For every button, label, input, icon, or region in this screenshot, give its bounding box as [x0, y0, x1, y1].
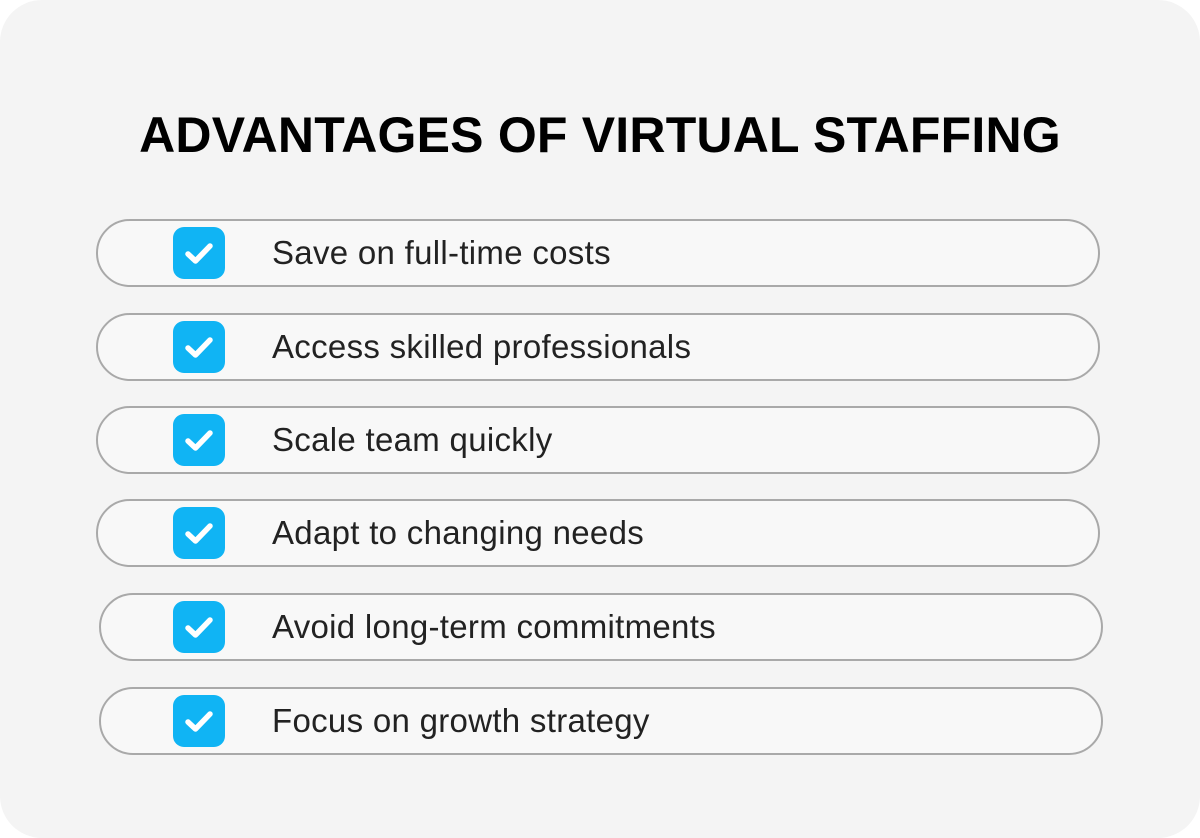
checkmark-icon [173, 321, 225, 373]
list-item: Save on full-time costs [96, 219, 1100, 287]
list-item: Avoid long-term commitments [99, 593, 1103, 661]
list-item: Adapt to changing needs [96, 499, 1100, 567]
list-item-label: Save on full-time costs [272, 234, 611, 271]
list-item: Access skilled professionals [96, 313, 1100, 381]
checkmark-icon [173, 601, 225, 653]
list-item: Focus on growth strategy [99, 687, 1103, 755]
checkmark-icon [173, 227, 225, 279]
page-title: ADVANTAGES OF VIRTUAL STAFFING [139, 107, 1061, 163]
list-item-label: Avoid long-term commitments [272, 608, 716, 645]
list-item: Scale team quickly [96, 406, 1100, 474]
list-item-label: Focus on growth strategy [272, 702, 650, 739]
list-item-label: Access skilled professionals [272, 328, 692, 365]
checkmark-icon [173, 695, 225, 747]
checkmark-icon [173, 507, 225, 559]
list-item-label: Scale team quickly [272, 421, 553, 458]
checkmark-icon [173, 414, 225, 466]
list-item-label: Adapt to changing needs [272, 514, 645, 551]
